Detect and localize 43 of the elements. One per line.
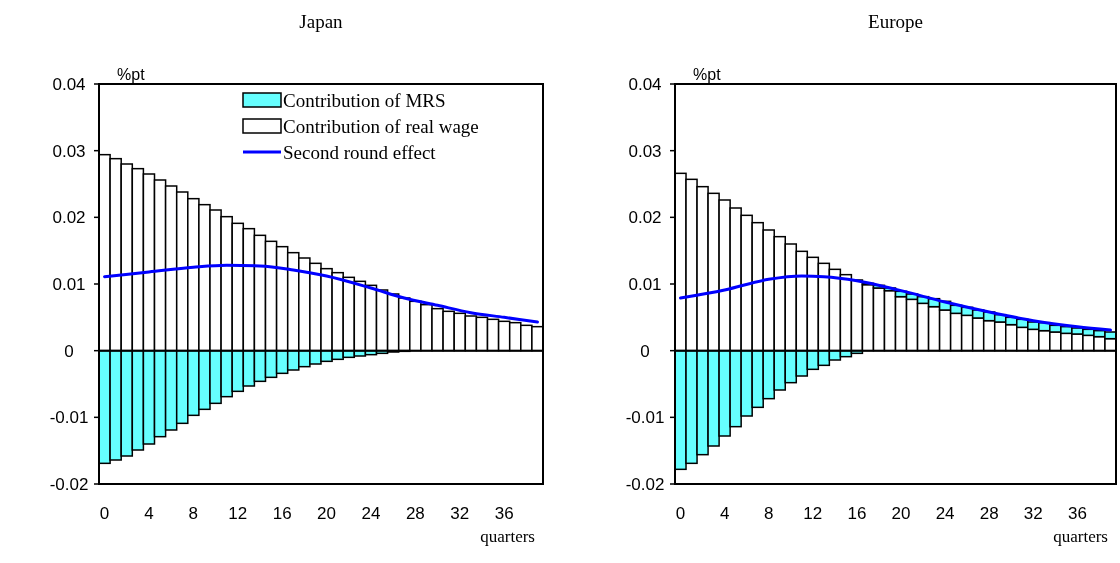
y-tick-label: 0.02 — [628, 208, 662, 228]
x-tick-label: 28 — [405, 504, 425, 523]
chart-title: Japan — [299, 11, 344, 32]
x-tick-label: 12 — [803, 504, 823, 523]
y-tick-label: 0.01 — [52, 274, 86, 294]
x-tick-label: 24 — [361, 504, 381, 523]
y-tick-label: 0.03 — [628, 141, 662, 161]
y-tick-label: 0.01 — [628, 274, 662, 294]
x-tick-label: 4 — [719, 504, 730, 523]
x-tick-label: 32 — [450, 504, 470, 523]
y-tick-label: 0.03 — [52, 141, 86, 161]
y-tick-label: 0.04 — [52, 74, 86, 94]
legend-label: Contribution of MRS — [283, 89, 446, 111]
x-tick-label: 0 — [99, 504, 110, 523]
x-tick-label: 8 — [763, 504, 774, 523]
x-tick-label: 20 — [317, 504, 337, 523]
x-axis-title: quarters — [480, 527, 535, 546]
x-tick-label: 16 — [272, 504, 292, 523]
x-tick-label: 24 — [935, 504, 955, 523]
x-tick-label: 12 — [228, 504, 248, 523]
legend-label: Contribution of real wage — [283, 115, 479, 137]
x-tick-label: 36 — [494, 504, 514, 523]
y-tick-label: -0.02 — [49, 474, 89, 494]
y-axis-title: %pt — [693, 66, 722, 83]
y-tick-label: -0.01 — [49, 408, 89, 428]
y-tick-label: -0.01 — [625, 408, 665, 428]
x-tick-label: 16 — [847, 504, 867, 523]
y-axis-title: %pt — [117, 66, 146, 83]
x-tick-label: 20 — [891, 504, 911, 523]
x-tick-label: 8 — [188, 504, 199, 523]
x-tick-label: 4 — [144, 504, 154, 523]
x-tick-label: 32 — [1023, 504, 1043, 523]
x-tick-label: 0 — [675, 504, 686, 523]
y-tick-label: -0.02 — [625, 474, 665, 494]
chart-title: Europe — [868, 11, 923, 32]
y-tick-label: 0.04 — [628, 74, 662, 94]
x-tick-label: 28 — [979, 504, 999, 523]
legend-label: Second round effect — [283, 141, 437, 163]
x-axis-title: quarters — [1053, 527, 1108, 546]
y-tick-label: 0 — [64, 341, 74, 361]
x-tick-label: 36 — [1067, 504, 1087, 523]
y-tick-label: 0.02 — [52, 208, 86, 228]
y-tick-label: 0 — [640, 341, 650, 361]
